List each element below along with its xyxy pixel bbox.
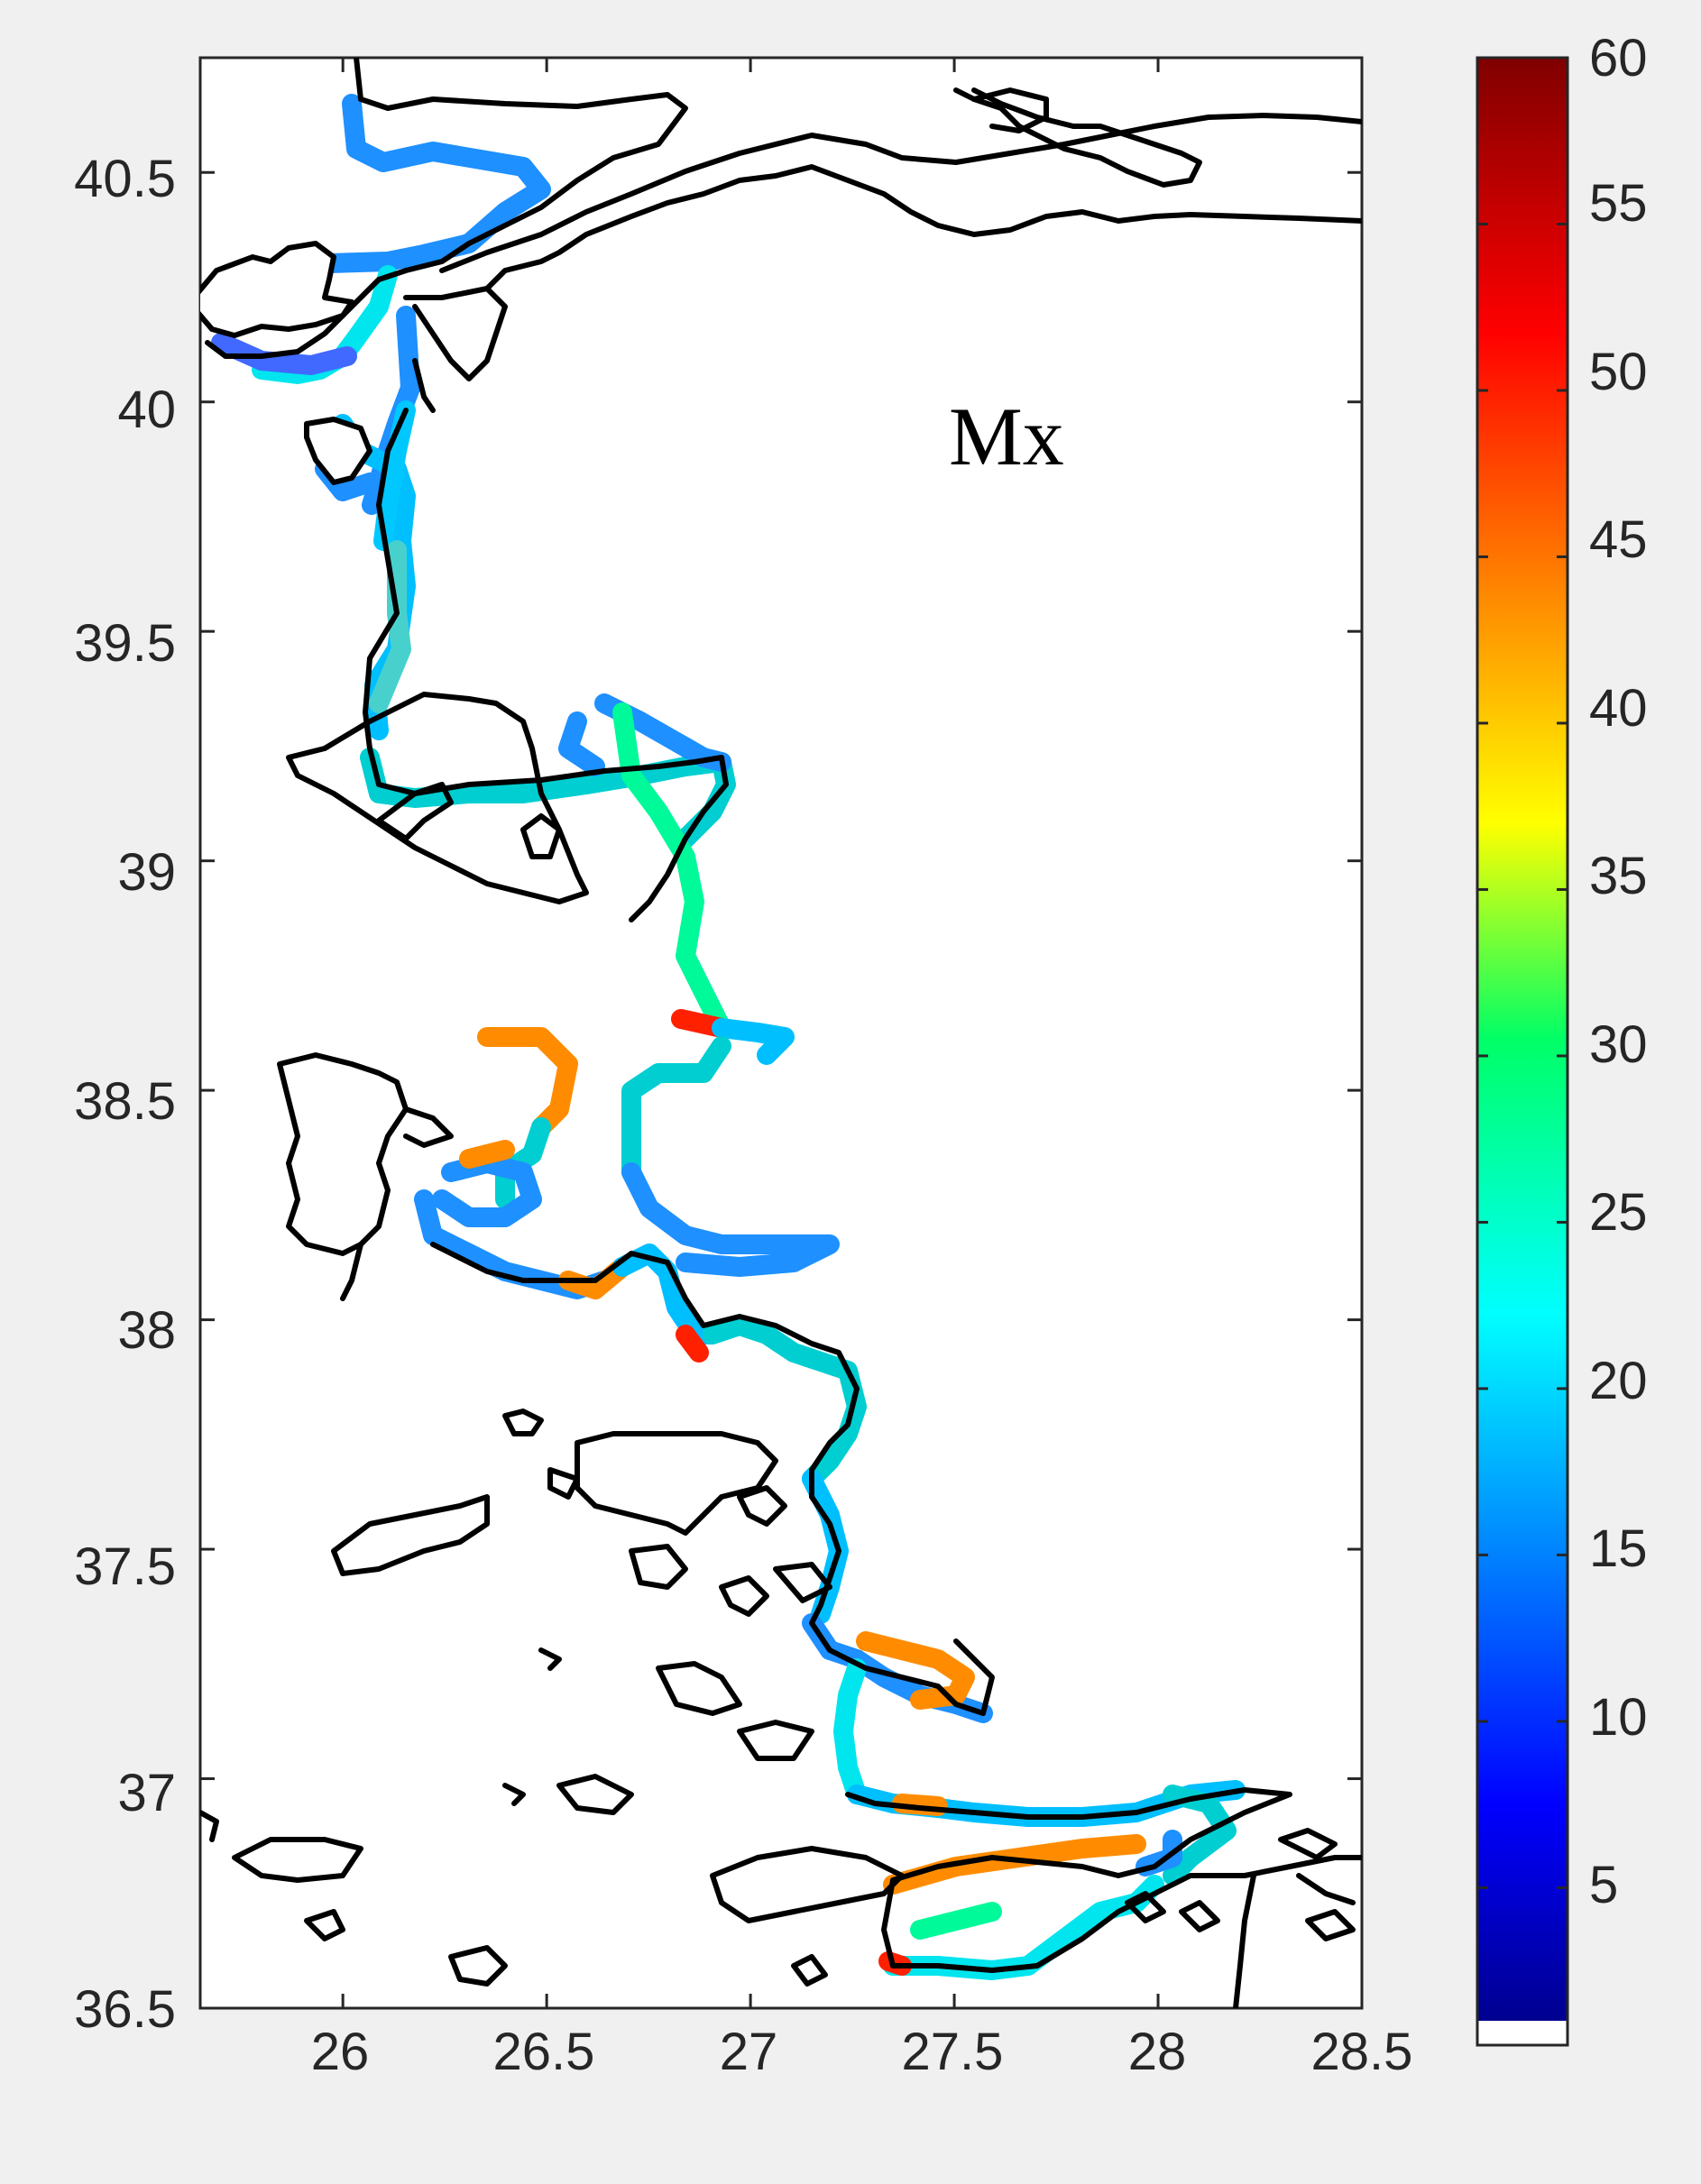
colorbar-tick-label: 60: [1589, 29, 1648, 87]
map-annotation: Mx: [949, 390, 1064, 482]
colorbar-tick-label: 5: [1589, 1856, 1618, 1914]
colorbar-tick-label: 15: [1589, 1519, 1648, 1578]
y-tick-label: 37: [117, 1764, 176, 1822]
colorbar-tick-label: 25: [1589, 1183, 1648, 1242]
y-tick-label: 37.5: [74, 1537, 176, 1596]
colorbar-tick-label: 30: [1589, 1015, 1648, 1074]
colorbar-tick-label: 40: [1589, 679, 1648, 738]
y-tick-label: 39.5: [74, 614, 176, 673]
y-tick-label: 38: [117, 1301, 176, 1360]
y-tick-label: 39: [117, 843, 176, 902]
colorbar-ticks: [1477, 56, 1568, 1889]
x-axis: 26 26.5 27 27.5 28 28.5: [311, 2023, 1413, 2081]
colorbar-tick-label: 50: [1589, 343, 1648, 401]
axis-ticks: [200, 58, 1364, 2010]
x-tick-label: 27: [720, 2023, 778, 2081]
y-tick-label: 40: [117, 381, 176, 439]
colorbar-tick-label: 35: [1589, 847, 1648, 905]
colorbar-tick-label: 20: [1589, 1352, 1648, 1410]
y-tick-label: 40.5: [74, 150, 176, 208]
x-tick-label: 26.5: [493, 2023, 595, 2081]
y-tick-label: 38.5: [74, 1072, 176, 1131]
x-tick-label: 28.5: [1311, 2023, 1413, 2081]
colorbar-gradient: [1477, 58, 1568, 2021]
coastlines: [200, 58, 1362, 2008]
colorbar-tick-label: 45: [1589, 510, 1648, 569]
x-tick-label: 27.5: [902, 2023, 1004, 2081]
x-tick-label: 26: [311, 2023, 370, 2081]
y-tick-label: 36.5: [74, 1980, 176, 2039]
colorbar-frame: [1476, 56, 1569, 2047]
map-content: [200, 58, 1362, 2008]
colorbar-below-range: [1477, 2021, 1568, 2045]
colorbar-tick-label: 55: [1589, 174, 1648, 233]
colorbar-tick-label: 10: [1589, 1688, 1648, 1747]
y-axis: 36.5 37 37.5 38 38.5 39 39.5 40 40.5: [74, 150, 176, 2039]
x-tick-label: 28: [1128, 2023, 1187, 2081]
colorbar: 5 10 15 20 25 30 35 40 45 50 55 60: [1476, 29, 1648, 2047]
